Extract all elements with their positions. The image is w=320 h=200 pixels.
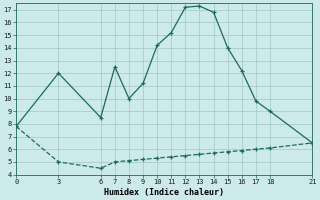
X-axis label: Humidex (Indice chaleur): Humidex (Indice chaleur) [104, 188, 224, 197]
